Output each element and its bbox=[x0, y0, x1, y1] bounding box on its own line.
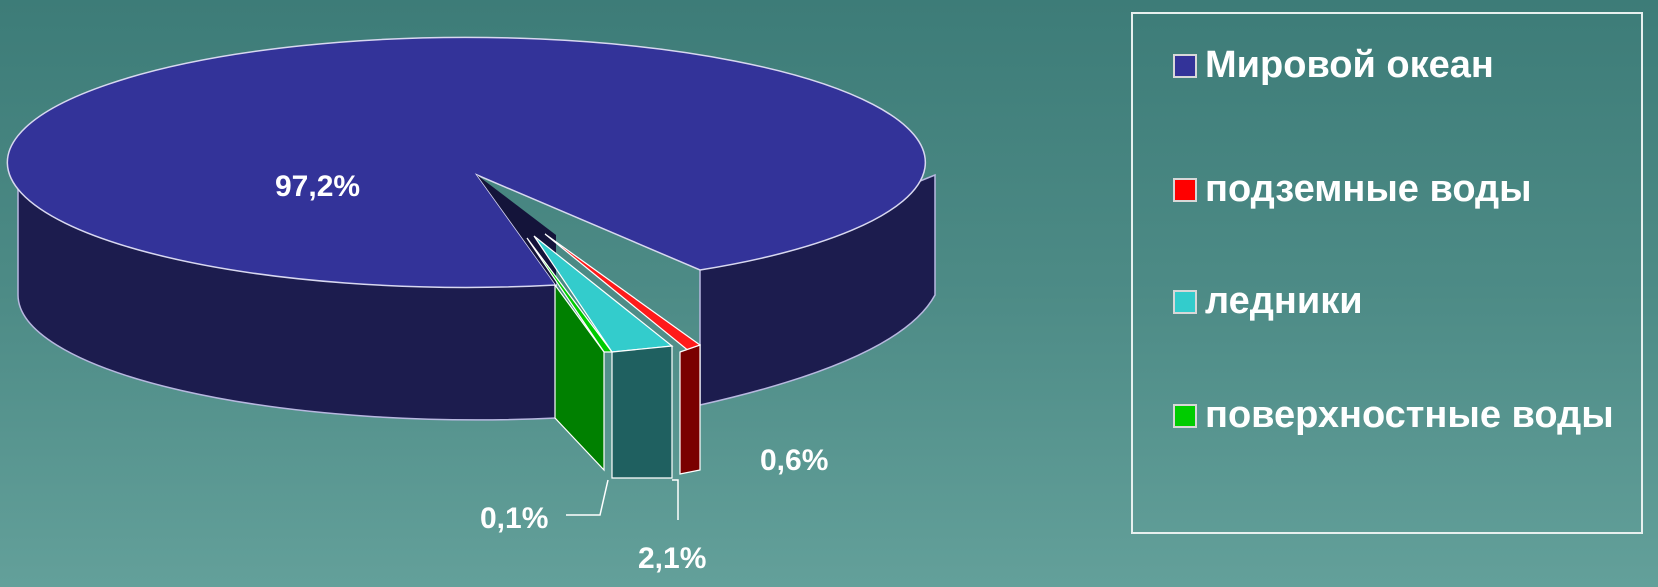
legend-label-poverkhnostnye-vody: поверхностные воды bbox=[1205, 394, 1614, 436]
legend-swatch-mirovoy-okean bbox=[1173, 54, 1197, 78]
legend-swatch-poverkhnostnye-vody bbox=[1173, 404, 1197, 428]
slice-top-poverkhnostnye-vody bbox=[526, 237, 614, 353]
slice-podzemnye-vody bbox=[544, 233, 702, 475]
legend-label-mirovoy-okean: Мировой океан bbox=[1205, 44, 1494, 86]
data-label-mirovoy-okean: 97,2% bbox=[275, 170, 360, 203]
slice-side-ledniki bbox=[611, 345, 673, 479]
slice-side-poverkhnostnye-vody bbox=[554, 283, 605, 472]
leader-line-2-1 bbox=[672, 479, 679, 520]
pie-chart: 97,2% 0,6% 2,1% 0,1% bbox=[6, 36, 936, 575]
legend-swatch-podzemnye-vody bbox=[1173, 178, 1197, 202]
slice-ledniki bbox=[533, 235, 674, 479]
legend-label-ledniki: ледники bbox=[1205, 280, 1363, 322]
slice-side-podzemnye-vody bbox=[679, 344, 701, 475]
slice-mirovoy-okean bbox=[6, 36, 936, 421]
slice-top-mirovoy-okean bbox=[6, 36, 927, 289]
chart-legend: Мировой океан подземные воды ледники пов… bbox=[1131, 12, 1643, 534]
slice-gap-mirovoy-okean bbox=[477, 175, 556, 285]
leader-line-0-1 bbox=[566, 479, 609, 516]
slice-poverkhnostnye-vody bbox=[526, 237, 614, 472]
data-label-ledniki: 2,1% bbox=[638, 542, 706, 575]
data-label-podzemnye-vody: 0,6% bbox=[760, 444, 828, 477]
legend-label-podzemnye-vody: подземные воды bbox=[1205, 168, 1532, 210]
legend-item-ledniki: ледники bbox=[1173, 272, 1625, 330]
legend-item-podzemnye-vody: подземные воды bbox=[1173, 160, 1625, 218]
slice-side-mirovoy-okean-right bbox=[699, 173, 936, 406]
legend-item-poverkhnostnye-vody: поверхностные воды bbox=[1173, 386, 1625, 444]
legend-swatch-ledniki bbox=[1173, 290, 1197, 314]
legend-item-mirovoy-okean: Мировой океан bbox=[1173, 36, 1625, 94]
data-label-poverkhnostnye-vody: 0,1% bbox=[480, 502, 548, 535]
